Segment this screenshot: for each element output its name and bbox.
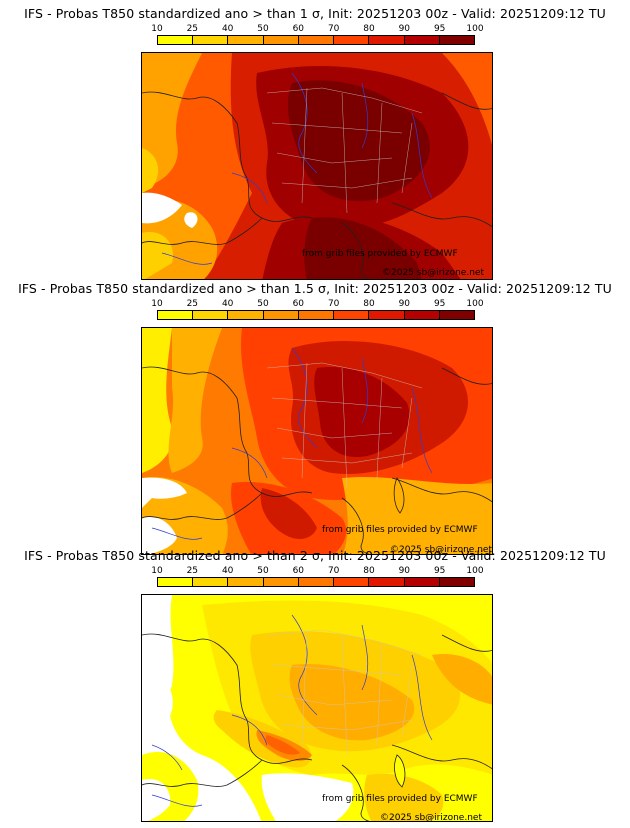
colorbar-segment [334, 578, 370, 586]
probability-map[interactable]: from grib files provided by ECMWF ©2025 … [141, 52, 493, 280]
colorbar-segment [298, 578, 335, 586]
colorbar-tick-label: 80 [363, 566, 375, 576]
colorbar-segment [228, 578, 264, 586]
map-panel-2: IFS - Probas T850 standardized ano > tha… [0, 279, 630, 555]
colorbar-segment [228, 36, 264, 44]
colorbar-segment [228, 311, 264, 319]
colorbar-tick-label: 90 [398, 299, 411, 309]
colorbar-tick-label: 80 [363, 299, 375, 309]
colorbar-tick-label: 50 [257, 566, 269, 576]
map-credit-source: from grib files provided by ECMWF [322, 794, 478, 804]
colorbar-labels: 10 25 40 50 60 70 80 90 95 100 [151, 566, 483, 577]
colorbar-tick-label: 10 [151, 299, 163, 309]
colorbar-tick-label: 90 [398, 24, 411, 34]
colorbar-tick-label: 40 [221, 299, 234, 309]
colorbar-segment [404, 311, 440, 319]
colorbar-tick-label: 10 [151, 566, 163, 576]
colorbar-tick-label: 70 [327, 566, 340, 576]
colorbar-segment [439, 311, 474, 319]
colorbar-segment [369, 36, 405, 44]
colorbar-tick-label: 70 [327, 24, 340, 34]
map-panel-1: IFS - Probas T850 standardized ano > tha… [0, 4, 630, 280]
colorbar-tick-label: 60 [292, 299, 305, 309]
colorbar-tick-label: 40 [221, 24, 234, 34]
colorbar-labels: 10 25 40 50 60 70 80 90 95 100 [151, 24, 483, 35]
colorbar-tick-label: 25 [186, 299, 199, 309]
map-credit-copyright: ©2025 sb@irizone.net [382, 268, 484, 278]
map-panel-3: IFS - Probas T850 standardized ano > tha… [0, 546, 630, 822]
colorbar-segment [334, 311, 370, 319]
colorbar-segment [263, 311, 299, 319]
colorbar-segment [193, 578, 229, 586]
map-graphic: from grib files provided by ECMWF ©2025 … [142, 53, 492, 279]
colorbar-segment [334, 36, 370, 44]
colorbar [157, 577, 475, 587]
colorbar-segment [263, 36, 299, 44]
panel-title: IFS - Probas T850 standardized ano > tha… [18, 281, 612, 296]
panel-title: IFS - Probas T850 standardized ano > tha… [24, 548, 606, 563]
map-credit-copyright: ©2025 sb@irizone.net [380, 813, 482, 822]
colorbar-tick-label: 95 [433, 24, 446, 34]
colorbar-segment [193, 311, 229, 319]
colorbar-segment [158, 36, 194, 44]
colorbar-labels: 10 25 40 50 60 70 80 90 95 100 [151, 299, 483, 310]
colorbar-segment [298, 311, 335, 319]
panel-title: IFS - Probas T850 standardized ano > tha… [24, 6, 606, 21]
colorbar-tick-label: 80 [363, 24, 375, 34]
colorbar-segment [404, 578, 440, 586]
colorbar-tick-label: 90 [398, 566, 411, 576]
colorbar-segment [263, 578, 299, 586]
colorbar-segment [298, 36, 335, 44]
map-credit-source: from grib files provided by ECMWF [322, 525, 478, 535]
colorbar-segment [158, 311, 194, 319]
map-graphic: from grib files provided by ECMWF ©2025 … [142, 595, 492, 822]
colorbar-segment [369, 578, 405, 586]
colorbar-tick-label: 100 [466, 299, 484, 309]
colorbar-segment [439, 578, 474, 586]
colorbar [157, 35, 475, 45]
colorbar-tick-label: 50 [257, 24, 269, 34]
colorbar-tick-label: 100 [466, 566, 484, 576]
probability-map[interactable]: from grib files provided by ECMWF ©2025 … [141, 327, 493, 555]
probability-map[interactable]: from grib files provided by ECMWF ©2025 … [141, 594, 493, 822]
colorbar-segment [439, 36, 474, 44]
map-graphic: from grib files provided by ECMWF ©2025 … [142, 328, 492, 555]
colorbar-segment [369, 311, 405, 319]
colorbar-tick-label: 60 [292, 566, 305, 576]
colorbar [157, 310, 475, 320]
colorbar-tick-label: 40 [221, 566, 234, 576]
map-credit-source: from grib files provided by ECMWF [302, 249, 458, 259]
colorbar-tick-label: 25 [186, 24, 199, 34]
colorbar-segment [158, 578, 194, 586]
colorbar-segment [193, 36, 229, 44]
colorbar-tick-label: 95 [433, 566, 446, 576]
colorbar-segment [404, 36, 440, 44]
map-credit-copyright: ©2025 sb@irizone.net [390, 545, 492, 555]
colorbar-tick-label: 10 [151, 24, 163, 34]
colorbar-tick-label: 70 [327, 299, 340, 309]
colorbar-tick-label: 50 [257, 299, 269, 309]
colorbar-tick-label: 95 [433, 299, 446, 309]
colorbar-tick-label: 100 [466, 24, 484, 34]
colorbar-tick-label: 60 [292, 24, 305, 34]
colorbar-tick-label: 25 [186, 566, 199, 576]
